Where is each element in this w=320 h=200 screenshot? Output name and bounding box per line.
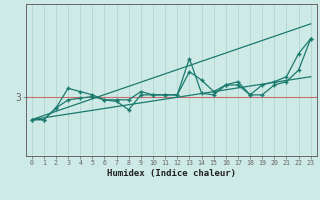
X-axis label: Humidex (Indice chaleur): Humidex (Indice chaleur) bbox=[107, 169, 236, 178]
